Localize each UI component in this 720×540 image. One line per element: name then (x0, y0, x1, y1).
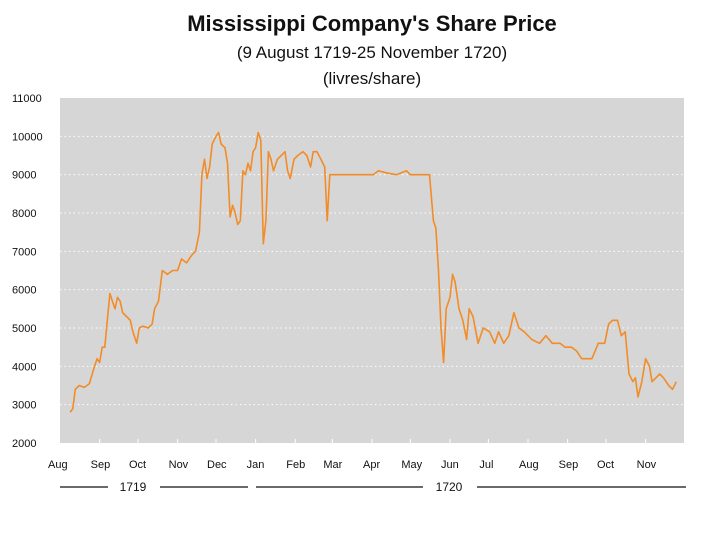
y-tick-label: 5000 (12, 323, 36, 335)
chart-title: Mississippi Company's Share Price (187, 11, 557, 36)
y-tick-label: 9000 (12, 170, 36, 182)
x-axis-ticks: Aug Sep Oct Nov Dec Jan Feb Mar Apr May Jun Jul Aug S… (48, 439, 657, 471)
x-tick-label: Sep (91, 459, 111, 471)
y-tick-label: 4000 (12, 361, 36, 373)
series-line (69, 131, 678, 413)
y-tick-label: 8000 (12, 208, 36, 220)
plot-area (60, 98, 684, 443)
y-tick-label: 7000 (12, 246, 36, 258)
y-tick-label: 11000 (12, 93, 42, 105)
x-tick-label: Apr (363, 459, 380, 471)
year-1720-label: 1720 (436, 480, 463, 494)
x-tick-label: Dec (207, 459, 227, 471)
y-axis-ticks: 2000 3000 4000 5000 6000 7000 8000 9000 10000 110… (12, 93, 43, 450)
y-tick-label: 10000 (12, 131, 43, 143)
x-tick-label: Jun (441, 459, 459, 471)
year-bar: 1719 1720 (60, 480, 686, 494)
chart-unit: (livres/share) (323, 69, 421, 88)
x-tick-label: Nov (169, 459, 189, 471)
x-tick-label: Oct (597, 459, 614, 471)
x-tick-label: Aug (519, 459, 539, 471)
x-tick-label: Jul (479, 459, 493, 471)
y-tick-label: 6000 (12, 285, 36, 297)
x-tick-label: Aug (48, 459, 68, 471)
x-tick-label: May (401, 459, 422, 471)
x-tick-label: Feb (286, 459, 305, 471)
year-1719-label: 1719 (120, 480, 147, 494)
x-tick-label: Nov (637, 459, 657, 471)
y-tick-label: 2000 (12, 438, 36, 450)
x-tick-label: Jan (247, 459, 265, 471)
y-tick-label: 3000 (12, 400, 36, 412)
chart-subtitle: (9 August 1719-25 November 1720) (237, 43, 507, 62)
x-tick-label: Oct (129, 459, 146, 471)
x-tick-label: Mar (323, 459, 342, 471)
x-tick-label: Sep (559, 459, 579, 471)
